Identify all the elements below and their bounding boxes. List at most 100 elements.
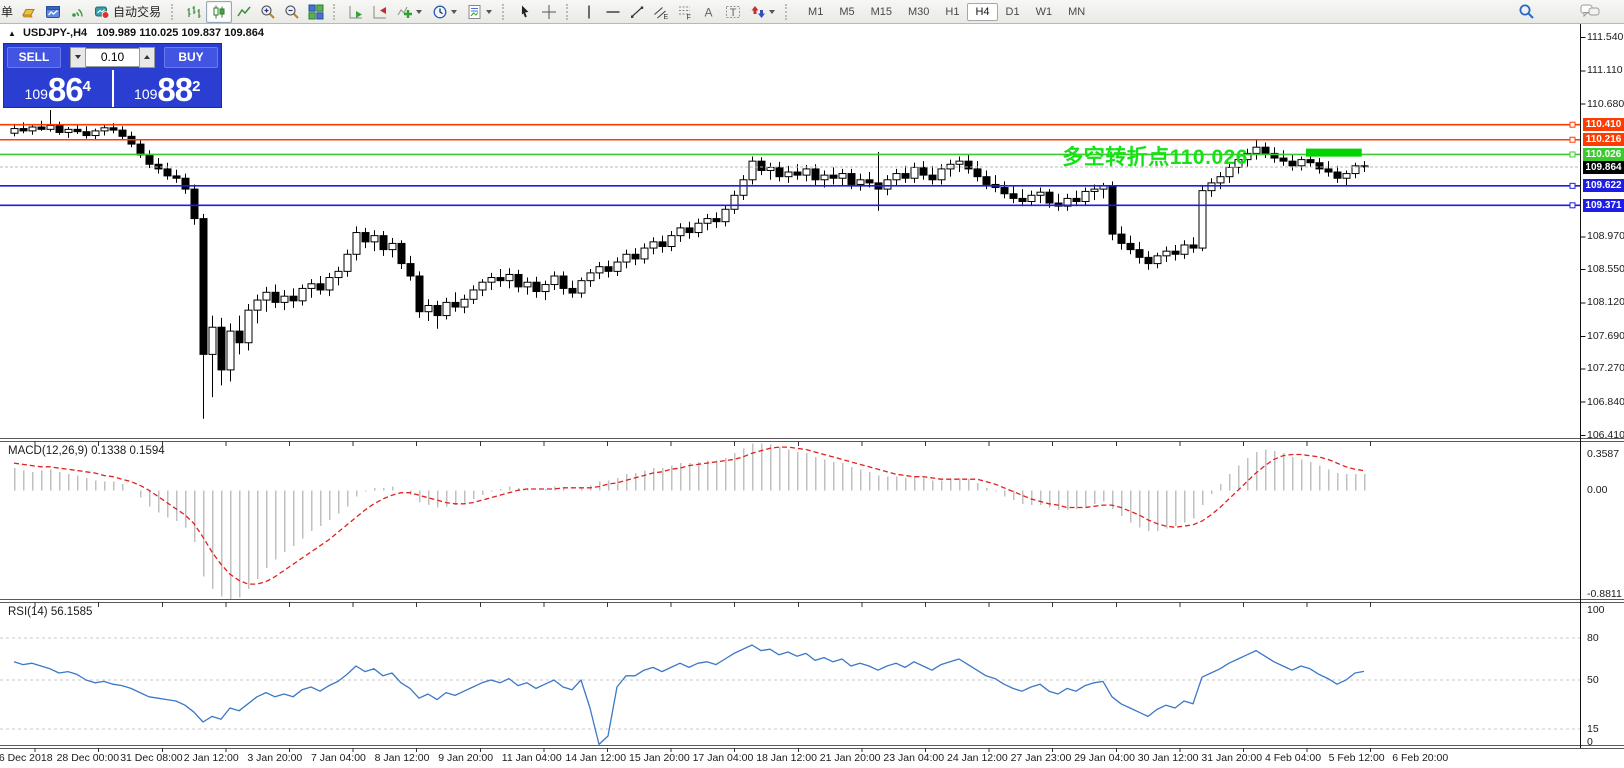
equidistant-channel-tool[interactable]: E: [649, 2, 673, 22]
sell-price-display[interactable]: 109 86 4: [4, 70, 112, 107]
macd-axis-min-label: -0.8811: [1587, 588, 1622, 600]
horizontal-line-tool[interactable]: [601, 2, 625, 22]
price-level-tag: 109.371: [1583, 198, 1624, 212]
green-highlight-bar[interactable]: [1306, 148, 1362, 157]
vertical-line-tool[interactable]: [577, 2, 601, 22]
timeframe-m1[interactable]: M1: [808, 5, 824, 18]
tile-windows-button[interactable]: [304, 2, 328, 22]
toolbar-separator: [566, 3, 572, 20]
periods-button[interactable]: [427, 2, 462, 22]
volume-input[interactable]: [86, 47, 139, 67]
price-level-tag: 109.622: [1583, 179, 1624, 193]
buy-price-display[interactable]: 109 88 2: [114, 70, 222, 107]
timeframe-h1[interactable]: H1: [945, 5, 960, 18]
time-axis-label: 21 Jan 20:00: [819, 752, 881, 764]
autotrading-button[interactable]: 自动交易: [89, 2, 166, 22]
timeframe-w1[interactable]: W1: [1035, 5, 1053, 18]
rsi-indicator-label: RSI(14) 56.1585: [8, 606, 93, 618]
time-axis-label: 26 Dec 2018: [0, 752, 53, 764]
rsi-line: [13, 644, 1365, 746]
chart-shift-button[interactable]: [368, 2, 392, 22]
timeframe-m30[interactable]: M30: [908, 5, 930, 18]
current-price-tag: 109.864: [1583, 160, 1624, 174]
new-order-button[interactable]: [17, 2, 41, 22]
autotrading-icon: [95, 6, 110, 19]
macd-indicator-label: MACD(12,26,9) 0.1338 0.1594: [8, 445, 165, 457]
price-axis-label: 108.970: [1587, 230, 1624, 243]
zoom-in-button[interactable]: [256, 2, 280, 22]
sell-price-sup: 4: [82, 78, 91, 95]
chevron-down-icon: [769, 9, 776, 14]
clipped-menu-item[interactable]: 单: [1, 5, 14, 19]
volume-increase-button[interactable]: [139, 46, 155, 68]
toolbar-separator: [171, 3, 177, 20]
price-axis-label: 106.410: [1587, 429, 1624, 442]
buy-button[interactable]: BUY: [164, 46, 218, 68]
time-axis-label: 31 Jan 20:00: [1201, 752, 1263, 764]
chat-button[interactable]: [1578, 1, 1602, 21]
time-axis-label: 4 Feb 04:00: [1265, 752, 1322, 764]
time-axis-label: 23 Jan 04:00: [883, 752, 945, 764]
line-chart-icon: [237, 6, 251, 16]
crosshair-icon: [542, 4, 557, 19]
price-axis-label: 107.690: [1587, 329, 1624, 342]
time-axis-label: 31 Dec 08:00: [120, 752, 183, 764]
collapse-panel-icon[interactable]: ▲: [8, 29, 16, 38]
channel-icon: E: [654, 6, 669, 20]
chart-title: ▲ USDJPY-,H4 109.989 110.025 109.837 109…: [8, 27, 264, 39]
timeframe-m5[interactable]: M5: [839, 5, 855, 18]
text-tool[interactable]: A: [697, 2, 721, 22]
cursor-arrow-icon: [521, 5, 529, 17]
sell-button[interactable]: SELL: [7, 46, 61, 68]
chart-symbol: USDJPY-,H4: [22, 27, 88, 39]
zoom-out-icon: [285, 4, 299, 19]
price-axis-label: 111.540: [1587, 31, 1624, 43]
timeframe-h4[interactable]: H4: [967, 2, 998, 21]
hline-109.622[interactable]: [0, 182, 1580, 189]
templates-button[interactable]: [462, 2, 497, 22]
price-axis-label: 108.120: [1587, 296, 1624, 309]
time-axis-label: 7 Jan 04:00: [311, 752, 366, 764]
zoom-out-button[interactable]: [280, 2, 304, 22]
text-label-tool[interactable]: T: [721, 2, 745, 22]
market-watch-button[interactable]: [41, 2, 65, 22]
line-chart-button[interactable]: [232, 2, 256, 22]
chart-shift-icon: [373, 5, 387, 18]
toolbar-separator: [502, 3, 508, 20]
fibonacci-tool[interactable]: F: [673, 2, 697, 22]
buy-price-sup: 2: [192, 78, 201, 95]
price-axis-label: 108.550: [1587, 263, 1624, 276]
crosshair-button[interactable]: [537, 2, 561, 22]
hline-109.371[interactable]: [0, 202, 1580, 209]
search-button[interactable]: [1514, 1, 1538, 21]
svg-text:E: E: [664, 14, 669, 20]
svg-text:A: A: [705, 5, 713, 19]
volume-decrease-button[interactable]: [70, 46, 86, 68]
arrows-tool[interactable]: [745, 2, 780, 22]
timeframe-m15[interactable]: M15: [870, 5, 892, 18]
text-label-icon: T: [726, 5, 741, 19]
hline-110.410[interactable]: [0, 121, 1580, 128]
triangle-down-icon: [75, 55, 81, 59]
time-axis-label: 11 Jan 04:00: [501, 752, 562, 764]
time-axis-label: 29 Jan 04:00: [1074, 752, 1135, 764]
timeframe-d1[interactable]: D1: [1005, 5, 1020, 18]
hline-110.216[interactable]: [0, 136, 1580, 143]
time-axis-label: 5 Feb 12:00: [1328, 752, 1385, 764]
svg-text:F: F: [687, 14, 691, 20]
trend-line-tool[interactable]: [625, 2, 649, 22]
time-axis-label: 24 Jan 12:00: [947, 752, 1008, 764]
timeframe-mn[interactable]: MN: [1068, 5, 1086, 18]
time-axis-label: 18 Jan 12:00: [756, 752, 817, 764]
indicators-button[interactable]: [392, 2, 427, 22]
candlestick-chart-button[interactable]: [206, 0, 233, 23]
signals-button[interactable]: [65, 2, 89, 22]
chart-annotation-text[interactable]: 多空转折点110.026: [1062, 146, 1248, 169]
auto-scroll-button[interactable]: [344, 2, 368, 22]
bar-chart-button[interactable]: [182, 2, 206, 22]
cursor-button[interactable]: [513, 2, 537, 22]
time-axis-label: 14 Jan 12:00: [565, 752, 627, 764]
price-level-tag: 110.410: [1583, 118, 1624, 132]
